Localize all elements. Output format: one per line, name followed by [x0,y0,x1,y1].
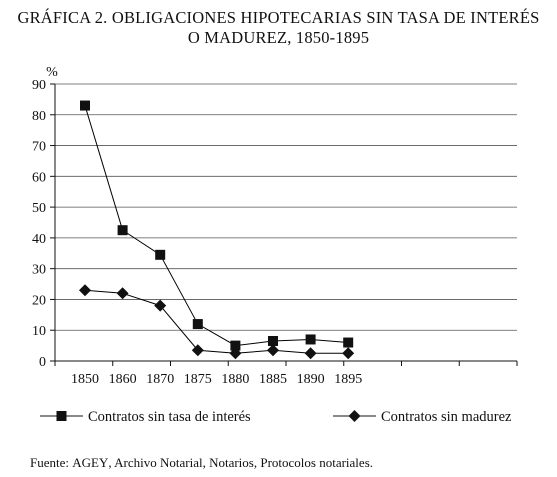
source-prefix: Fuente: [30,455,73,470]
source-rest: , Archivo Notarial, Notarios, Protocolos… [108,455,373,470]
y-tick-label: 0 [39,355,46,370]
point-sin-tasa-1885 [268,335,278,346]
point-sin-madurez-1860 [116,287,129,300]
point-sin-madurez-1870 [154,299,167,312]
y-tick-label: 50 [32,201,46,216]
y-tick-label: 60 [32,170,46,185]
series-line-sin-tasa [84,105,349,347]
chart-title-line-1: GRÁFICA 2. OBLIGACIONES HIPOTECARIAS SIN… [17,8,540,27]
source-note: Fuente: AGEY, Archivo Notarial, Notarios… [30,455,373,471]
legend-marker-1 [348,410,361,422]
y-tick-label: 30 [32,263,46,278]
point-sin-madurez-1890 [304,347,317,360]
point-sin-madurez-1850 [79,284,91,297]
y-tick-label: 80 [32,109,46,124]
legend-label-1: Contratos sin madurez [381,409,512,425]
series-lines [84,105,349,354]
y-tick-label: 40 [32,232,46,247]
point-sin-madurez-1885 [267,344,279,357]
y-tick-label: 10 [32,324,46,339]
point-sin-tasa-1875 [192,319,203,330]
legend-label-0: Contratos sin tasa de interés [88,409,251,425]
x-tick-label: 1860 [109,372,137,387]
series-markers [79,100,355,360]
point-sin-madurez-1880 [229,347,242,360]
gridlines [55,83,517,331]
y-tick-label: 20 [32,293,46,308]
x-tick-label: 1870 [146,372,174,387]
axes: 0 10 20 30 40 50 60 70 80 90% 1850 1860 1870 1875 1880… [32,65,518,387]
point-sin-tasa-1860 [117,225,128,236]
y-tick-label: 90 [32,78,46,93]
series-line-sin-madurez [84,289,349,354]
x-tick-label: 1875 [184,372,212,387]
point-sin-tasa-1870 [155,249,166,260]
y-axis-label: % [46,65,58,80]
chart-title-line-2: O MADUREZ, 1850-1895 [187,28,370,47]
point-sin-tasa-1895 [343,337,354,348]
legend: Contratos sin tasa de interés Contratos s… [40,409,512,425]
x-tick-label: 1885 [259,372,287,387]
point-sin-madurez-1895 [342,347,355,360]
source-abbr: AGEY [72,455,109,470]
x-tick-label: 1895 [334,372,362,387]
point-sin-tasa-1880 [230,340,241,351]
point-sin-madurez-1875 [191,344,204,357]
x-tick-label: 1890 [297,372,325,387]
x-tick-label: 1880 [221,372,249,387]
y-tick-label: 70 [32,140,46,155]
x-tick-label: 1850 [71,372,99,387]
legend-marker-0 [56,411,67,421]
point-sin-tasa-1850 [80,100,90,111]
point-sin-tasa-1890 [305,334,316,345]
